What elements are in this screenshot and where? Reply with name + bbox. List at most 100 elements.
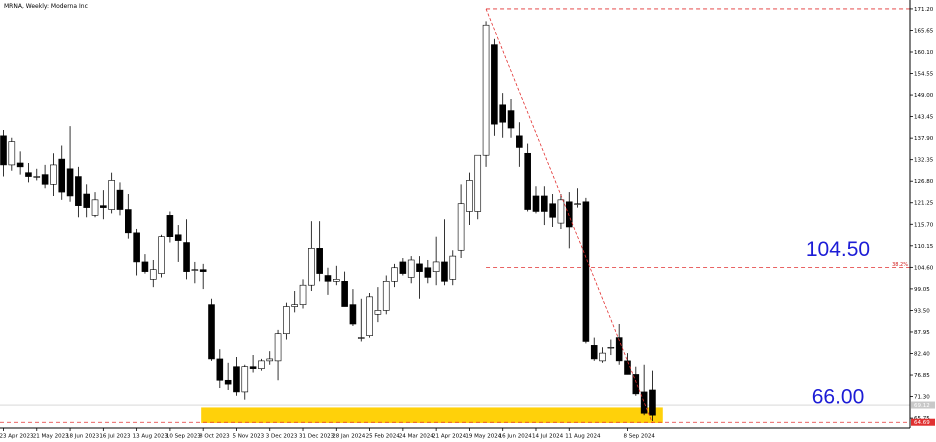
candle-body-bullish	[283, 306, 290, 335]
candle	[8, 137, 16, 171]
candle-body-bearish	[224, 379, 232, 385]
y-tick-label: 160.10	[914, 50, 934, 56]
candle	[291, 291, 299, 313]
candle-body-bearish	[491, 44, 498, 125]
candle-body-bearish	[166, 215, 174, 237]
candle	[183, 219, 190, 280]
candle-body-bearish	[399, 261, 407, 274]
candle	[208, 298, 215, 361]
candle	[308, 221, 315, 292]
candle-body-bearish	[632, 374, 640, 395]
candle	[332, 265, 340, 286]
candle	[382, 275, 390, 315]
candle-body-bearish	[424, 267, 432, 278]
candle	[216, 349, 224, 389]
chart-title: MRNA, Weekly: Moderna Inc	[4, 3, 88, 10]
candle-body-bearish	[174, 234, 182, 241]
candle-body-bullish	[407, 259, 415, 278]
candle-body-bearish	[549, 203, 556, 218]
candle	[324, 267, 332, 295]
candle	[316, 221, 323, 282]
candle	[50, 153, 57, 196]
candle-body-bullish	[607, 346, 615, 349]
candle	[391, 263, 398, 288]
x-tick-label: 11 Aug 2024	[565, 434, 601, 440]
candle-body-bullish	[332, 279, 340, 282]
candle-body-bullish	[574, 203, 581, 205]
candle	[449, 250, 457, 286]
candle	[0, 129, 7, 177]
candle-body-bullish	[474, 154, 482, 212]
candle-body-bearish	[499, 104, 507, 123]
candle	[607, 339, 615, 356]
candle	[540, 186, 548, 226]
candle-body-bullish	[391, 267, 398, 282]
candle-body-bullish	[557, 199, 565, 224]
x-tick-label: 19 May 2024	[465, 434, 501, 440]
x-tick-label: 5 Nov 2023	[232, 434, 264, 440]
candle	[549, 194, 556, 227]
candle	[108, 172, 115, 214]
candle-body-bearish	[349, 304, 357, 325]
candle	[441, 219, 448, 286]
candle-body-bearish	[590, 345, 598, 360]
candle-body-bearish	[216, 358, 224, 381]
candle	[83, 184, 90, 218]
candle-body-bearish	[516, 135, 523, 148]
candle-body-bullish	[158, 236, 165, 274]
candle-body-bullish	[457, 203, 465, 251]
price-annotation: 66.00	[812, 386, 865, 409]
y-tick-label: 149.00	[914, 93, 934, 99]
y-tick-label: 137.90	[914, 136, 934, 142]
x-tick-label: 24 Mar 2024	[399, 434, 434, 440]
candle	[457, 184, 465, 259]
y-tick-label: 71.30	[914, 395, 930, 401]
x-tick-label: 14 Jul 2024	[532, 434, 564, 440]
x-tick-label: 25 Feb 2024	[366, 434, 401, 440]
fib-level-label: 38.2%	[892, 262, 908, 268]
candle	[349, 289, 357, 326]
fib-trend-line	[485, 8, 653, 424]
candle	[399, 258, 407, 276]
candle-body-bearish	[116, 189, 124, 210]
candle-body-bearish	[25, 172, 32, 177]
y-tick-label: 121.25	[914, 201, 934, 207]
candle-body-bullish	[599, 352, 606, 362]
current-price-tag	[911, 401, 935, 409]
candle	[266, 351, 274, 365]
candle	[16, 151, 24, 175]
candle-body-bearish	[507, 110, 515, 129]
candle	[416, 256, 423, 299]
candle-body-bullish	[374, 310, 382, 315]
y-tick-label: 93.50	[914, 308, 930, 314]
y-tick-label: 99.05	[914, 287, 930, 293]
candle	[249, 355, 257, 373]
candle-body-bearish	[615, 337, 623, 362]
candle-body-bearish	[0, 135, 7, 166]
candle	[524, 143, 531, 212]
candle	[133, 228, 140, 276]
x-tick-label: 18 Jun 2023	[66, 434, 100, 440]
x-tick-label: 16 Jul 2023	[99, 434, 131, 440]
candle-body-bullish	[33, 176, 41, 178]
candle-body-bearish	[75, 176, 82, 206]
candle	[557, 194, 565, 229]
candle	[374, 287, 382, 323]
candle	[532, 186, 540, 214]
candle	[233, 356, 240, 396]
candle-body-bearish	[416, 263, 423, 272]
candle	[100, 190, 107, 220]
candle	[466, 172, 473, 226]
candle	[58, 145, 66, 200]
x-tick-label: 31 Dec 2023	[299, 434, 335, 440]
candle	[224, 362, 232, 390]
candle-body-bearish	[249, 366, 257, 369]
candle-body-bearish	[183, 242, 190, 272]
candle	[41, 164, 49, 189]
candle	[366, 292, 373, 338]
candle-body-bullish	[274, 333, 282, 362]
candle-body-bearish	[16, 162, 24, 168]
candle	[283, 302, 290, 340]
candle-body-bearish	[649, 389, 656, 416]
